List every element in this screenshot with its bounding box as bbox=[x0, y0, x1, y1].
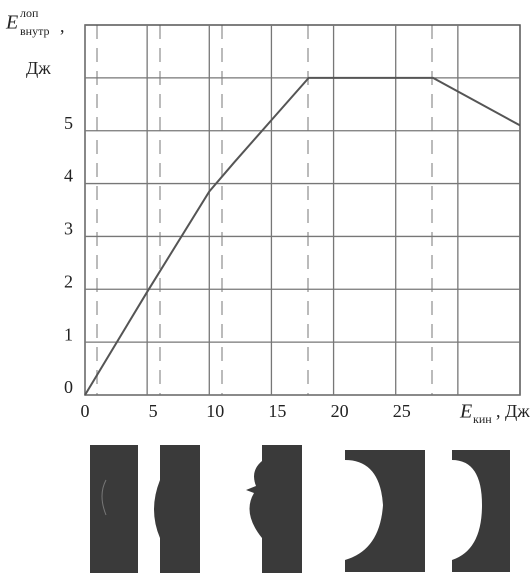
y-tick-label: 3 bbox=[64, 219, 73, 239]
y-tick-label: 5 bbox=[64, 113, 73, 133]
specimen-photos bbox=[90, 445, 510, 573]
y-axis-unit: Дж bbox=[26, 58, 51, 78]
specimen bbox=[154, 445, 200, 573]
y-axis-title-sup: лоп bbox=[20, 6, 39, 20]
x-axis-title-rest: , Дж bbox=[496, 401, 530, 421]
y-axis-title-sub: внутр bbox=[20, 24, 49, 38]
specimen-bulge bbox=[101, 479, 107, 516]
dashed-markers bbox=[96, 25, 433, 395]
y-axis-title-punct: , bbox=[60, 16, 65, 36]
y-tick-label: 2 bbox=[64, 271, 73, 291]
y-tick-label: 4 bbox=[64, 166, 73, 186]
x-axis-title-sub: кин bbox=[473, 412, 492, 426]
x-tick-label: 25 bbox=[393, 401, 411, 421]
plot-area: 0 1 2 3 4 5 0 5 10 15 20 25 bbox=[64, 24, 521, 421]
specimen bbox=[246, 445, 302, 573]
x-tick-label: 0 bbox=[81, 401, 90, 421]
x-tick-label: 20 bbox=[331, 401, 349, 421]
specimen bbox=[90, 445, 138, 573]
plot-frame bbox=[84, 24, 521, 396]
x-tick-label: 5 bbox=[149, 401, 158, 421]
specimen bbox=[452, 450, 510, 572]
y-axis-title: E bbox=[5, 12, 18, 34]
y-tick-label: 1 bbox=[64, 324, 73, 344]
specimen bbox=[345, 450, 425, 572]
data-line bbox=[84, 76, 521, 396]
y-tick-label: 0 bbox=[64, 377, 73, 397]
x-axis-title: E bbox=[459, 401, 472, 423]
x-tick-label: 10 bbox=[206, 401, 224, 421]
x-tick-label: 15 bbox=[268, 401, 286, 421]
